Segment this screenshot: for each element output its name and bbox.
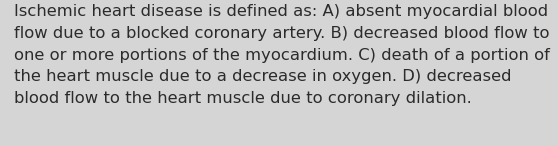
Text: Ischemic heart disease is defined as: A) absent myocardial blood
flow due to a b: Ischemic heart disease is defined as: A)… (14, 4, 550, 106)
